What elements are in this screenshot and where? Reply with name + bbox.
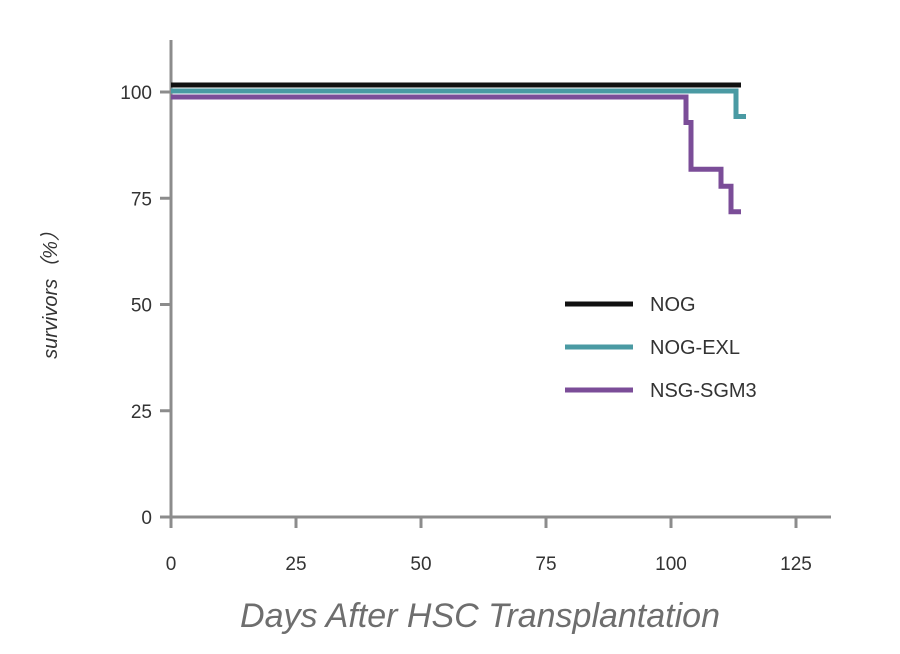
y-tick-label: 0 — [141, 508, 152, 529]
legend-label-nsg-sgm3: NSG-SGM3 — [650, 380, 757, 402]
legend: NOG NOG-EXL NSG-SGM3 — [565, 294, 757, 402]
series-line-nsg-sgm3 — [171, 94, 741, 215]
x-tick-label: 100 — [655, 554, 687, 575]
x-tick-label: 75 — [535, 554, 556, 575]
y-tick-label: 25 — [131, 402, 152, 423]
series-layer — [171, 82, 746, 215]
legend-label-nog: NOG — [650, 294, 696, 316]
x-tick-label: 50 — [410, 554, 431, 575]
x-ticks: 0 25 50 75 100 125 — [166, 517, 812, 575]
legend-label-nog-exl: NOG-EXL — [650, 337, 740, 359]
y-axis-label: survivors（%） — [39, 221, 62, 359]
x-tick-label: 25 — [285, 554, 306, 575]
y-tick-label: 75 — [131, 189, 152, 210]
x-tick-label: 125 — [780, 554, 812, 575]
y-ticks: 0 25 50 75 100 — [120, 83, 171, 529]
x-tick-label: 0 — [166, 554, 177, 575]
y-tick-label: 100 — [120, 83, 152, 104]
x-axis-label: Days After HSC Transplantation — [240, 597, 720, 635]
series-line-nog-exl — [171, 88, 746, 119]
y-tick-label: 50 — [131, 296, 152, 317]
axes — [169, 40, 831, 519]
